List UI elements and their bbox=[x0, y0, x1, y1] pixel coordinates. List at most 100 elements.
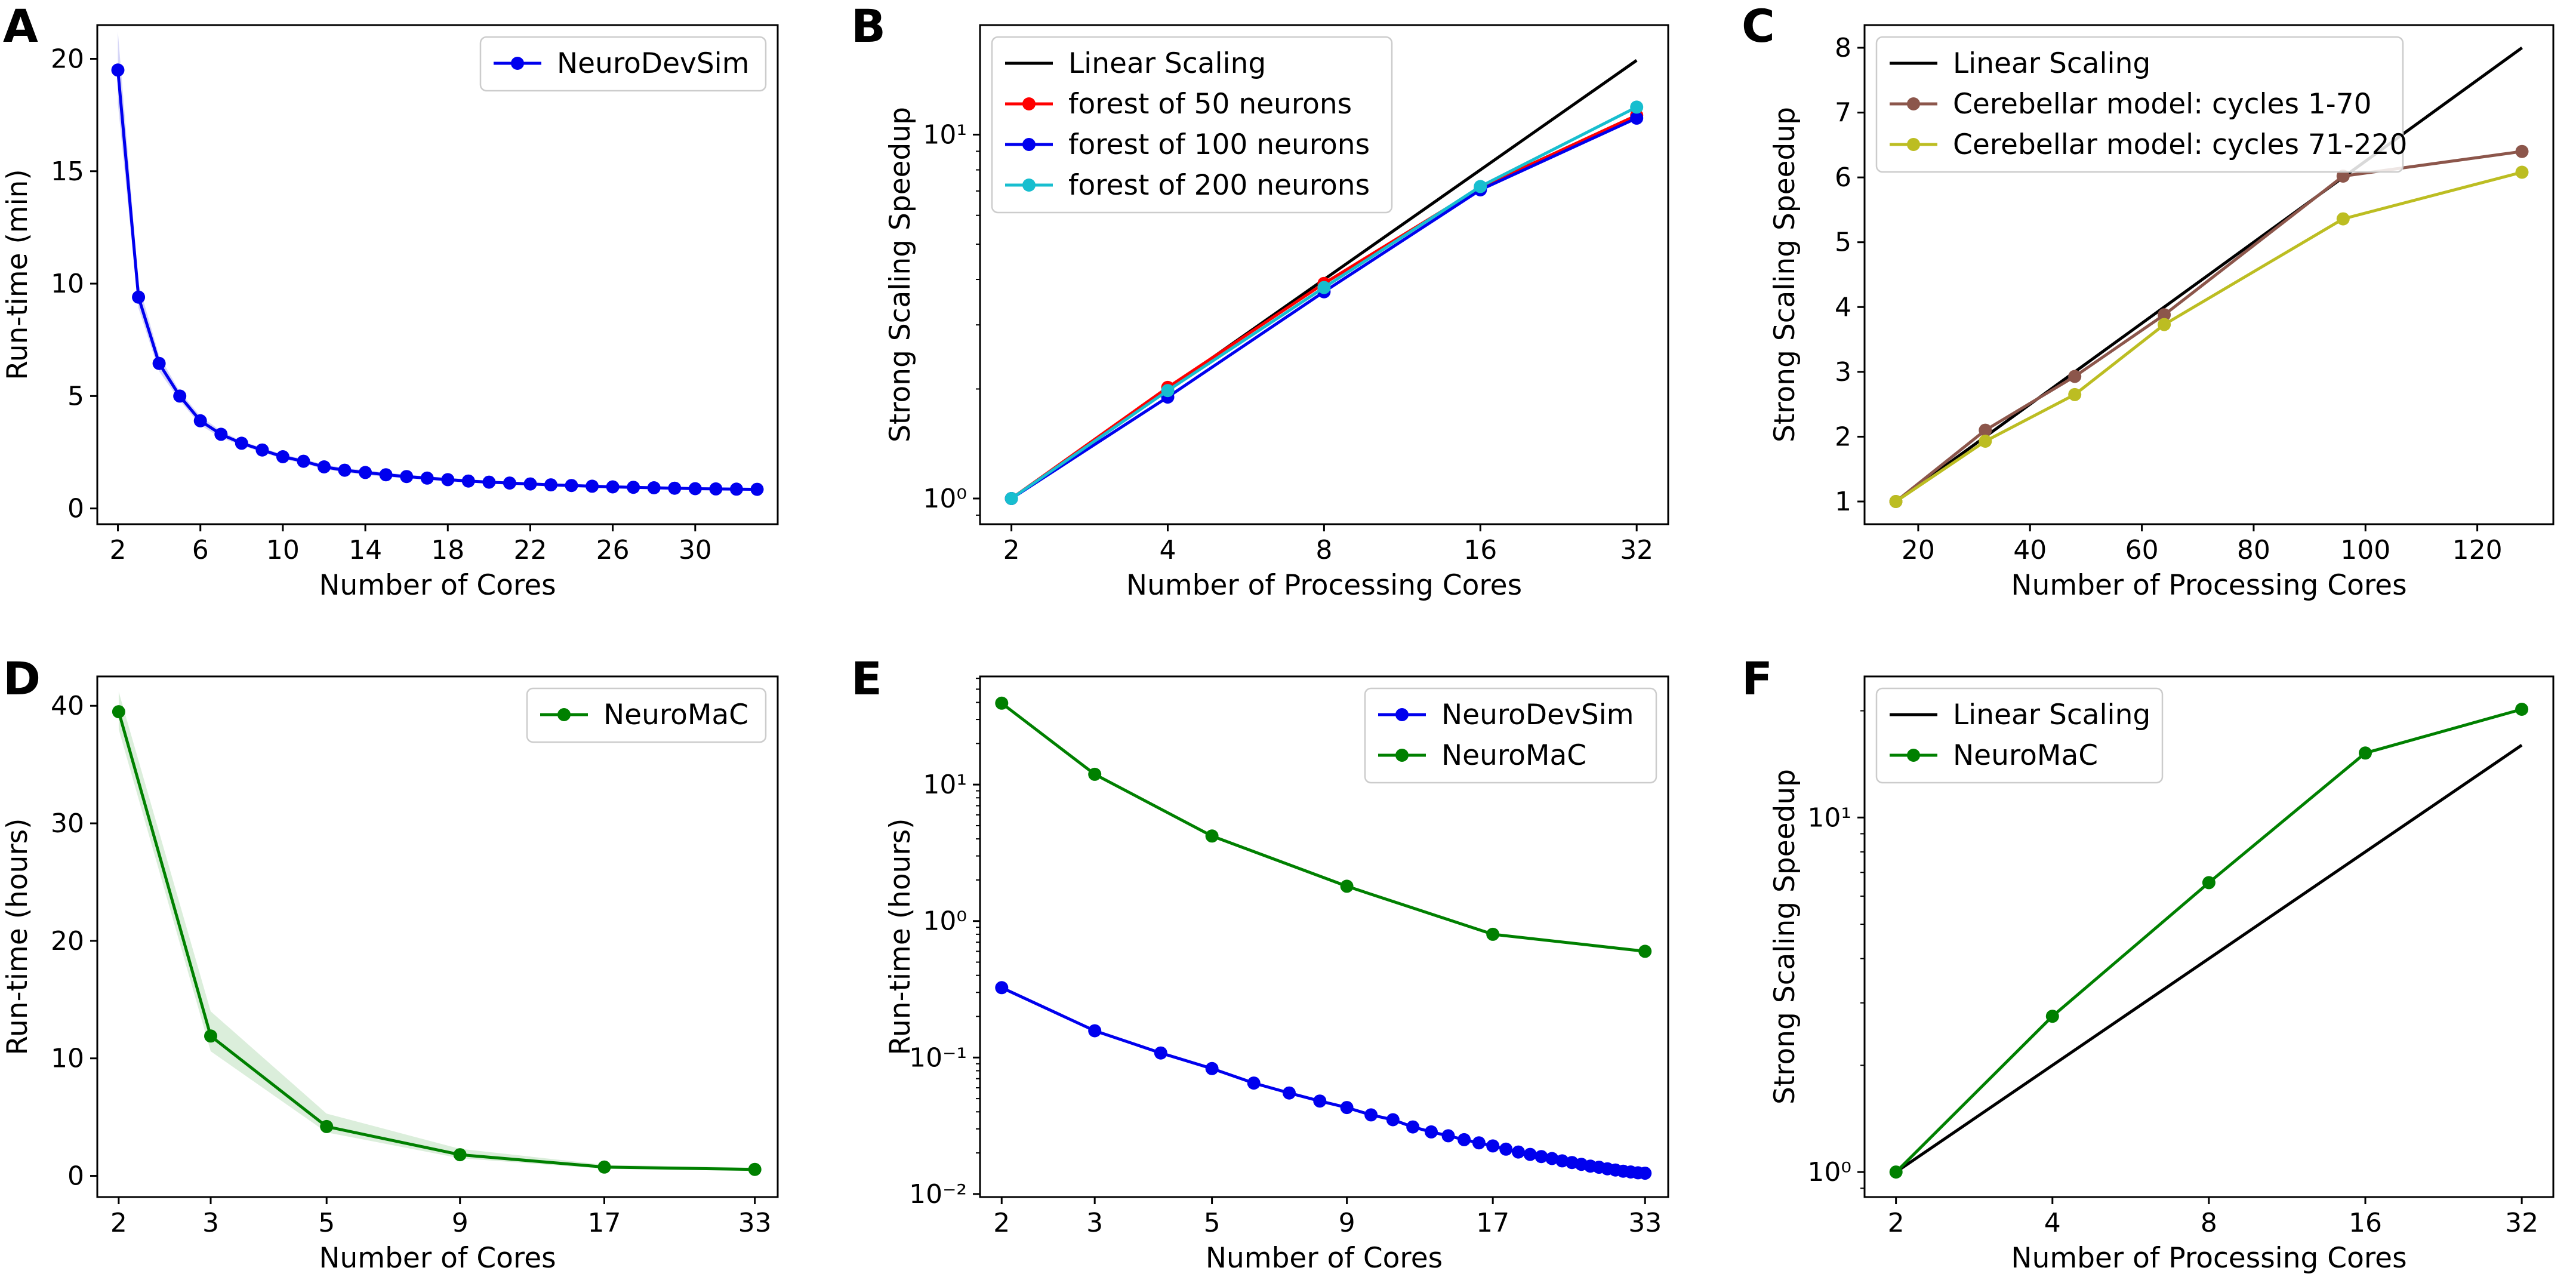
panel-a-ytick-label: 0 bbox=[67, 494, 84, 524]
panel-f-xtick-label: 8 bbox=[2201, 1208, 2217, 1238]
panel-e-series-0-point bbox=[1205, 1062, 1219, 1075]
panel-a-legend-box bbox=[479, 36, 767, 92]
panel-a-ytick-label: 10 bbox=[51, 269, 84, 299]
panel-e-series-0-point bbox=[1555, 1154, 1569, 1168]
panel-a-xtick-label: 22 bbox=[513, 535, 547, 565]
panel-c-series-2-point bbox=[2515, 165, 2529, 179]
panel-a-series-0-point bbox=[606, 480, 620, 494]
panel-a-series-0-point bbox=[338, 463, 352, 477]
panel-e-series-0-point bbox=[1545, 1152, 1559, 1165]
panel-b-series-2-point bbox=[1630, 111, 1644, 125]
panel-a-series-0-point bbox=[235, 436, 248, 450]
panel-c-xtick-label: 120 bbox=[2452, 535, 2503, 565]
panel-a-series-0-point bbox=[255, 443, 269, 457]
panel-a-xtick-label: 10 bbox=[266, 535, 300, 565]
panel-b-legend-marker bbox=[1022, 97, 1036, 110]
panel-d-series-0-point bbox=[748, 1162, 762, 1176]
panel-a-legend-label: NeuroDevSim bbox=[557, 47, 750, 80]
panel-c-legend-marker bbox=[1907, 138, 1920, 151]
panel-b-ytick-label: 10⁰ bbox=[923, 484, 967, 514]
panel-d-series-0-line bbox=[117, 711, 755, 1171]
panel-e-series-0-point bbox=[1283, 1086, 1296, 1100]
panel-e-ytick-label: 10¹ bbox=[923, 770, 967, 800]
panel-c-series-1-point bbox=[2068, 370, 2082, 383]
panel-e-legend-box bbox=[1364, 687, 1657, 784]
panel-e-legend: NeuroDevSim NeuroMaC bbox=[1364, 687, 1657, 784]
panel-a-series-0-point bbox=[688, 482, 702, 496]
panel-c-xtick-label: 40 bbox=[2013, 535, 2047, 565]
panel-c-legend-box bbox=[1875, 36, 2404, 173]
panel-a-series-0-point bbox=[379, 468, 393, 482]
panel-a-ytick-label: 5 bbox=[67, 381, 84, 411]
panel-c-legend-marker bbox=[1907, 97, 1920, 110]
panel-c-series-1-point bbox=[2158, 308, 2171, 322]
panel-e-ytick-label: 10⁻¹ bbox=[909, 1042, 967, 1073]
panel-e-data bbox=[995, 696, 1652, 1180]
panel-a-series-0-point bbox=[565, 479, 578, 493]
panel-b-series-3-point bbox=[1161, 384, 1175, 398]
panel-b-legend-label: Linear Scaling bbox=[1068, 47, 1266, 80]
panel-b-legend-label: forest of 50 neurons bbox=[1068, 88, 1352, 121]
panel-b: B 2 4 8 16 32 10⁰ 10¹ Number of Processing Cores… bbox=[851, 0, 1669, 602]
panel-e-series-0-point bbox=[1154, 1046, 1167, 1060]
panel-a-series-0-point bbox=[173, 389, 187, 403]
panel-e-series-1-point bbox=[1486, 927, 1500, 941]
panel-b-legend: Linear Scaling forest of 50 neurons forest… bbox=[991, 36, 1393, 214]
panel-e-letter: E bbox=[851, 652, 882, 705]
panel-b-ylabel: Strong Scaling Speedup bbox=[884, 107, 917, 442]
panel-c-legend: Linear Scaling Cerebellar model: cycles 1… bbox=[1875, 36, 2407, 173]
panel-a-xtick-label: 14 bbox=[349, 535, 382, 565]
panel-b-xtick-label: 16 bbox=[1463, 535, 1497, 565]
panel-f-legend: Linear Scaling NeuroMaC bbox=[1875, 687, 2164, 784]
panel-c-ytick-label: 4 bbox=[1835, 292, 1851, 322]
panel-f-xtick-label: 4 bbox=[2044, 1208, 2061, 1238]
panel-f-ytick-label: 10¹ bbox=[1807, 802, 1851, 833]
panel-e-legend-marker bbox=[1395, 749, 1409, 762]
panel-a-xtick-label: 2 bbox=[110, 535, 127, 565]
panel-f-ylabel: Strong Scaling Speedup bbox=[1768, 769, 1801, 1105]
panel-b-xlabel: Number of Processing Cores bbox=[1126, 569, 1522, 602]
panel-b-xtick-label: 8 bbox=[1315, 535, 1332, 565]
panel-a-ylabel: Run-time (min) bbox=[1, 169, 34, 380]
panel-e-series-1-point bbox=[995, 696, 1009, 710]
panel-c-series-1-point bbox=[1979, 423, 1992, 437]
panel-c-series-2-point bbox=[2158, 318, 2171, 331]
panel-a-ytick-label: 15 bbox=[51, 156, 84, 187]
panel-a-series-0-point bbox=[152, 356, 166, 370]
panel-a-series-0-point bbox=[318, 460, 331, 473]
panel-a-series-0-point bbox=[544, 478, 557, 492]
panel-f-series-1-point bbox=[2359, 746, 2372, 760]
panel-a-series-0-point bbox=[193, 414, 207, 427]
panel-f-legend-label: Linear Scaling bbox=[1953, 699, 2150, 731]
panel-c-series-2-point bbox=[1979, 435, 1992, 448]
panel-f-legend-marker bbox=[1907, 749, 1920, 762]
panel-b-legend-marker bbox=[1022, 138, 1036, 151]
panel-e-series-0-point bbox=[1523, 1147, 1537, 1161]
panel-a-series-0-point bbox=[461, 474, 475, 488]
panel-c-xtick-label: 20 bbox=[1902, 535, 1935, 565]
panel-b-ytick-label: 10¹ bbox=[923, 119, 967, 150]
panel-e-series-0-point bbox=[1441, 1129, 1455, 1143]
panel-a-letter: A bbox=[3, 0, 38, 53]
panel-a-xtick-label: 30 bbox=[679, 535, 712, 565]
panel-e-xlabel: Number of Cores bbox=[1206, 1242, 1443, 1275]
panel-e-series-0-point bbox=[1638, 1167, 1652, 1180]
panel-d-xtick-label: 5 bbox=[318, 1208, 335, 1238]
panel-c-series-1-line bbox=[1894, 150, 2522, 503]
panel-c-series-2-point bbox=[1889, 495, 1903, 508]
panel-e-xtick-label: 3 bbox=[1086, 1208, 1103, 1238]
panel-b-legend-marker bbox=[1022, 179, 1036, 192]
panel-c-xtick-label: 80 bbox=[2237, 535, 2270, 565]
panel-d-legend: NeuroMaC bbox=[526, 687, 767, 743]
panel-e-xtick-label: 9 bbox=[1339, 1208, 1355, 1238]
panel-c-ytick-label: 5 bbox=[1835, 227, 1851, 258]
panel-a-series-0-point bbox=[586, 479, 599, 493]
panel-c-ytick-label: 7 bbox=[1835, 98, 1851, 128]
panel-e-ylabel: Run-time (hours) bbox=[884, 818, 917, 1055]
panel-c-letter: C bbox=[1742, 0, 1775, 53]
panel-e-series-0-point bbox=[1340, 1101, 1354, 1115]
panel-b-xtick-label: 2 bbox=[1003, 535, 1020, 565]
panel-d-series-0-point bbox=[597, 1160, 611, 1174]
panel-c-series-2-line bbox=[1895, 171, 2523, 503]
